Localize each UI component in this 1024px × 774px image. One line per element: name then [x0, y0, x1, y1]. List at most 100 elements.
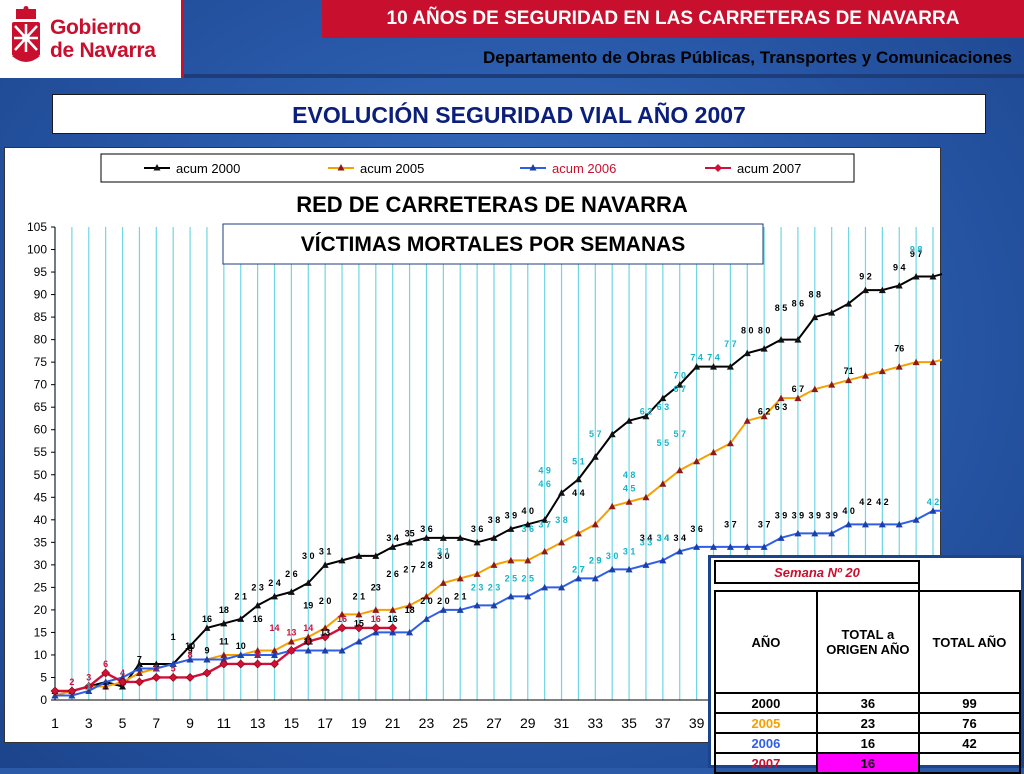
x-tick-label: 29: [520, 715, 536, 731]
page-title: EVOLUCIÓN SEGURIDAD VIAL AÑO 2007: [52, 94, 986, 134]
data-point: [676, 466, 684, 474]
data-point: [710, 543, 717, 550]
data-point: [389, 606, 397, 613]
data-label: 16: [388, 614, 398, 624]
data-point: [271, 651, 278, 658]
data-point: [320, 632, 330, 642]
data-point: [574, 529, 582, 537]
y-tick-label: 5: [40, 670, 47, 684]
data-point: [760, 412, 768, 420]
x-tick-label: 19: [351, 715, 367, 731]
data-point: [878, 286, 886, 294]
data-point: [794, 394, 802, 402]
data-point: [202, 668, 212, 678]
data-point: [254, 651, 262, 658]
data-point: [490, 561, 498, 568]
data-label: 35: [405, 528, 415, 538]
data-label: 4 0: [842, 506, 855, 516]
data-point: [355, 637, 363, 645]
data-point: [659, 556, 667, 564]
data-point: [84, 682, 94, 691]
data-label: 4 6: [538, 479, 551, 489]
data-point: [473, 601, 481, 609]
x-tick-label: 9: [186, 715, 194, 731]
y-tick-label: 15: [34, 625, 48, 639]
y-tick-label: 65: [34, 400, 48, 414]
data-label: 3 6: [471, 524, 484, 534]
chart-subtitle: VÍCTIMAS MORTALES POR SEMANAS: [301, 233, 686, 256]
data-point: [135, 669, 143, 676]
data-point: [50, 686, 60, 696]
data-label: 9: [204, 645, 209, 655]
data-point: [490, 534, 498, 541]
y-tick-label: 30: [34, 558, 48, 572]
data-label: 4 0: [522, 506, 535, 516]
data-point: [777, 534, 785, 541]
data-point: [271, 646, 278, 654]
data-point: [777, 336, 785, 343]
y-tick-label: 45: [34, 490, 48, 504]
data-point: [355, 610, 363, 618]
data-point: [710, 448, 717, 456]
data-point: [912, 273, 920, 280]
data-label: 13: [320, 627, 330, 637]
data-point: [271, 592, 278, 600]
x-tick-label: 13: [250, 715, 266, 731]
y-tick-label: 60: [34, 423, 48, 437]
data-point: [456, 606, 464, 613]
data-label: 7 7: [724, 339, 737, 349]
data-point: [828, 529, 836, 537]
data-label: 2 5: [522, 573, 535, 583]
data-point: [558, 583, 566, 591]
data-label: 2 1: [234, 591, 247, 601]
data-point: [102, 682, 110, 690]
data-point: [236, 659, 246, 669]
data-label: 2 3: [471, 582, 484, 592]
legend-label: acum 2000: [176, 161, 240, 176]
data-label: 5: [154, 663, 159, 673]
data-point: [134, 677, 144, 687]
data-label: 19: [303, 600, 313, 610]
data-label: 3 9: [809, 510, 822, 520]
data-point: [878, 367, 886, 375]
data-point: [355, 552, 363, 559]
data-point: [388, 623, 398, 633]
y-tick-label: 20: [34, 603, 48, 617]
x-tick-label: 23: [419, 715, 435, 731]
data-point: [608, 502, 616, 510]
y-tick-label: 35: [34, 535, 48, 549]
data-point: [929, 358, 937, 366]
row-year: 2005: [714, 712, 818, 734]
row-total: 99: [917, 692, 1022, 714]
chart-panel: 0 5 10 15 20 25 30 35 40 45 50 55 60 65 70 75 80 85 90 95 10…: [4, 147, 942, 743]
y-tick-label: 85: [34, 310, 48, 324]
data-label: 2 0: [420, 596, 433, 606]
data-point: [303, 637, 313, 646]
legend-marker: [337, 164, 345, 171]
legend-label: acum 2006: [552, 161, 616, 176]
x-tick-label: 7: [152, 715, 160, 731]
data-point: [828, 309, 836, 316]
line-chart: 0510152025303540455055606570758085909510…: [27, 153, 942, 731]
data-point: [861, 520, 869, 528]
data-point: [794, 529, 802, 537]
data-point: [185, 673, 195, 682]
data-point: [861, 286, 869, 294]
data-point: [524, 520, 532, 528]
data-point: [676, 381, 684, 388]
header-divider: [184, 74, 1024, 78]
data-point: [135, 664, 143, 672]
data-label: 4 2: [927, 497, 940, 507]
data-label: 11: [219, 636, 229, 646]
series-acum-2005: [51, 358, 942, 699]
data-point: [760, 543, 768, 550]
logo-line2: de Navarra: [50, 39, 156, 62]
data-point: [354, 623, 364, 633]
data-point: [794, 336, 802, 343]
data-point: [845, 376, 853, 384]
data-label: 6 7: [673, 384, 686, 394]
data-label: 7 4: [707, 353, 720, 363]
data-label: 6: [103, 659, 108, 669]
row-origin: 16: [815, 752, 920, 774]
y-tick-label: 0: [40, 693, 47, 707]
